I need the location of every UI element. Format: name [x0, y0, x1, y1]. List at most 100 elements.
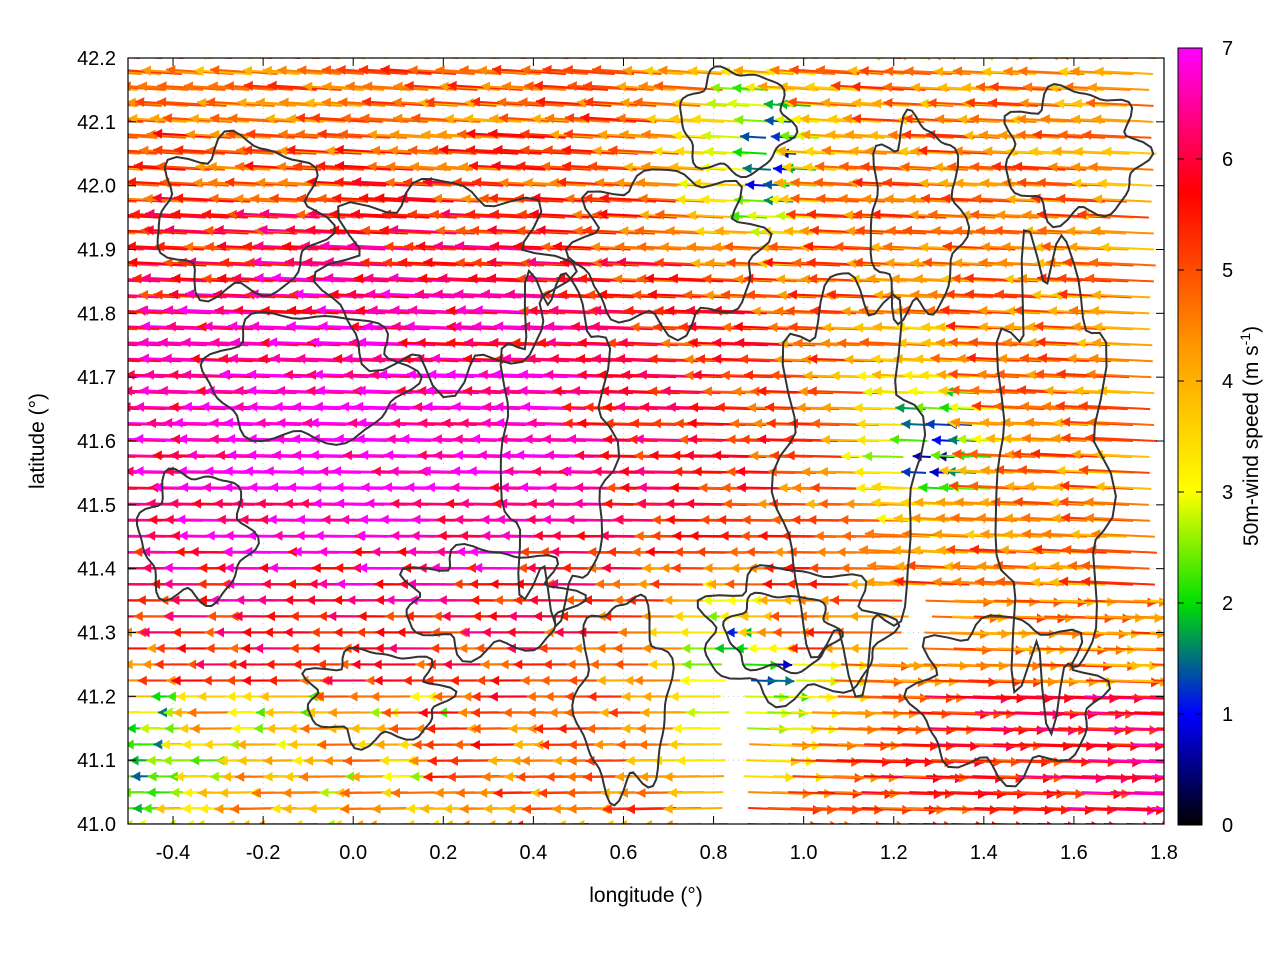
wind-arrow — [733, 65, 794, 76]
wind-arrow — [1088, 162, 1154, 173]
wind-arrow — [1034, 321, 1106, 332]
wind-arrow — [130, 209, 206, 220]
wind-arrow — [1050, 561, 1111, 572]
wind-arrow — [355, 819, 414, 824]
wind-arrow — [938, 385, 993, 396]
wind-arrow — [1068, 242, 1129, 253]
wind-arrow — [1097, 178, 1153, 189]
wind-arrow — [143, 193, 208, 204]
wind-arrow — [935, 322, 992, 333]
wind-arrow — [1061, 433, 1133, 443]
wind-arrow — [286, 321, 383, 332]
wind-arrow — [950, 417, 1014, 428]
wind-arrow — [224, 81, 294, 92]
wind-arrow — [363, 81, 429, 92]
wind-arrow — [849, 643, 908, 654]
wind-arrow — [608, 145, 679, 156]
wind-arrow — [341, 113, 409, 124]
wind-arrow — [710, 82, 751, 93]
wind-arrow — [501, 81, 566, 92]
wind-arrow — [977, 369, 1042, 380]
y-tick-label: 41.3 — [77, 623, 116, 645]
wind-arrow — [430, 819, 481, 824]
wind-arrow — [271, 272, 365, 283]
wind-arrow — [1085, 98, 1154, 109]
wind-arrow — [635, 177, 700, 188]
wind-arrow — [488, 819, 547, 824]
wind-arrow — [980, 465, 1042, 476]
wind-arrow — [790, 177, 858, 188]
wind-arrow — [128, 119, 143, 123]
terrain-contour — [679, 65, 799, 179]
x-tick-label: 0.2 — [429, 842, 457, 864]
wind-arrow — [516, 820, 589, 824]
wind-arrow — [606, 819, 659, 824]
wind-arrow — [875, 58, 926, 61]
wind-arrow — [773, 178, 834, 189]
wind-arrow — [214, 225, 298, 236]
wind-arrow — [975, 576, 1044, 587]
wind-arrow — [468, 161, 546, 172]
wind-arrow — [791, 114, 840, 125]
wind-arrow — [945, 289, 1017, 300]
wind-arrow — [262, 65, 322, 76]
wind-arrow — [1100, 242, 1155, 253]
wind-arrow — [292, 161, 364, 172]
wind-arrow — [358, 64, 432, 75]
wind-arrow — [1081, 576, 1155, 587]
wind-arrow — [853, 402, 905, 413]
wind-arrow — [964, 130, 1021, 141]
terrain-contour — [564, 168, 773, 342]
wind-arrow — [242, 819, 297, 824]
wind-arrow — [128, 165, 186, 171]
wind-arrow — [1085, 273, 1154, 284]
wind-arrow — [477, 65, 541, 76]
wind-arrow — [815, 65, 884, 76]
wind-arrow — [128, 647, 136, 650]
wind-arrow — [1019, 98, 1083, 109]
wind-arrow — [815, 161, 883, 172]
wind-arrow — [128, 807, 138, 810]
y-tick-label: 42.0 — [77, 176, 116, 198]
wind-arrow — [932, 529, 994, 540]
wind-arrow — [516, 225, 586, 236]
wind-arrow — [841, 530, 910, 541]
wind-arrow — [838, 820, 903, 824]
wind-arrow — [1016, 130, 1084, 141]
terrain-contour — [994, 229, 1117, 737]
terrain-contour — [1003, 82, 1155, 229]
y-tick-label: 41.5 — [77, 495, 116, 517]
y-axis-ticks: 41.0 41.1 41.2 41.3 41.4 41.5 41.6 41.7 41.8 41.9… — [77, 48, 1164, 836]
x-tick-label: 1.6 — [1060, 842, 1088, 864]
wind-arrow — [128, 343, 138, 347]
wind-arrow — [1071, 178, 1126, 189]
wind-arrow — [837, 338, 905, 349]
wind-arrow — [997, 353, 1061, 364]
wind-arrow — [599, 193, 676, 204]
wind-arrow — [1019, 353, 1090, 364]
wind-arrow — [321, 97, 386, 108]
wind-arrow — [704, 290, 767, 301]
wind-arrow — [906, 194, 969, 205]
wind-arrow — [518, 97, 587, 108]
wind-arrow — [633, 97, 701, 108]
wind-arrow — [321, 65, 391, 76]
wind-arrow — [472, 257, 545, 268]
wind-arrow — [128, 487, 138, 490]
wind-arrow — [364, 273, 451, 284]
wind-arrow — [232, 58, 301, 59]
wind-arrow — [1003, 529, 1063, 540]
wind-arrow — [258, 224, 346, 235]
wind-arrow — [921, 338, 977, 349]
wind-arrow — [502, 58, 569, 59]
wind-arrow — [638, 81, 703, 92]
x-tick-label: 0.0 — [339, 842, 367, 864]
wind-arrow — [385, 177, 452, 188]
wind-arrow — [1033, 242, 1089, 253]
wind-arrow — [580, 112, 657, 123]
wind-arrow — [408, 145, 477, 156]
wind-arrow — [369, 820, 430, 824]
wind-arrow — [437, 161, 501, 172]
wind-arrow — [1094, 66, 1153, 77]
wind-arrow — [882, 177, 954, 188]
